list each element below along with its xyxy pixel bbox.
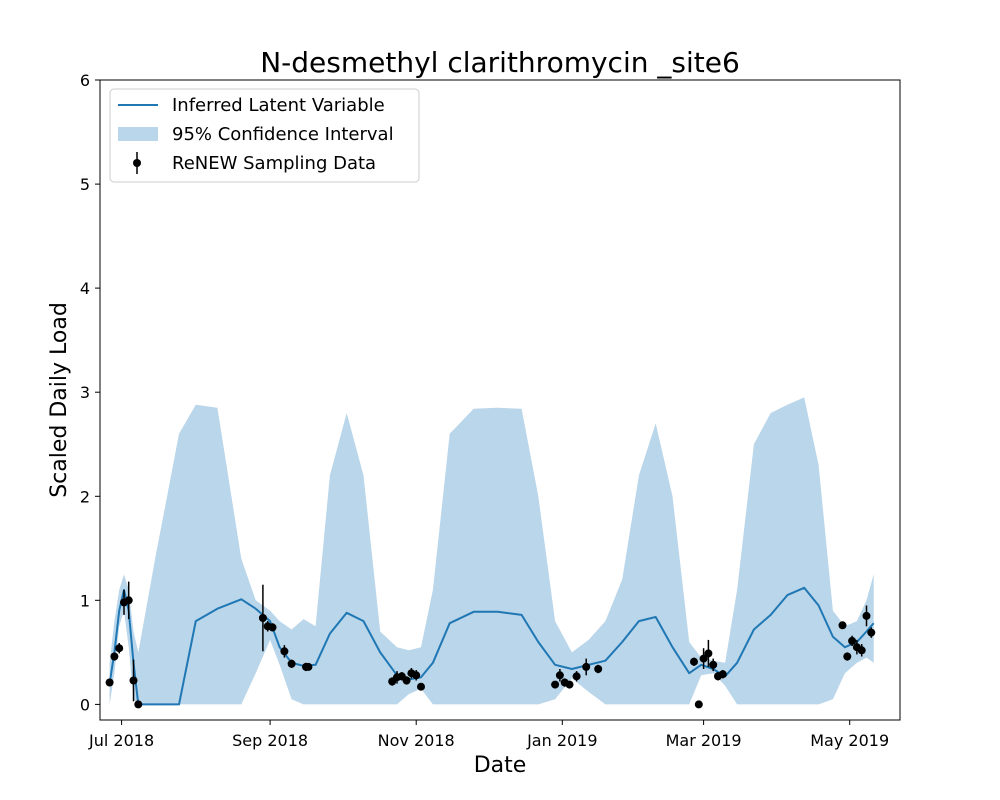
latent-variable-line bbox=[108, 586, 875, 706]
sampling-point bbox=[115, 644, 124, 653]
sampling-point bbox=[838, 621, 847, 630]
sampling-point bbox=[110, 652, 119, 661]
legend-entry-latent: Inferred Latent Variable bbox=[172, 95, 385, 116]
y-tick-label: 3 bbox=[80, 383, 90, 402]
x-tick-label: Sep 2018 bbox=[232, 731, 308, 750]
sampling-point bbox=[417, 682, 425, 691]
y-tick-label: 2 bbox=[80, 487, 90, 506]
sampling-point bbox=[555, 671, 564, 680]
sampling-point bbox=[699, 654, 708, 663]
sampling-point bbox=[105, 678, 114, 687]
legend-entry-sampling: ReNEW Sampling Data bbox=[172, 153, 376, 174]
x-tick-label: Nov 2018 bbox=[378, 731, 455, 750]
sampling-points-layer bbox=[105, 581, 876, 709]
legend-entry-confidence: 95% Confidence Interval bbox=[172, 124, 394, 145]
sampling-point bbox=[857, 646, 866, 655]
sampling-point bbox=[572, 672, 581, 681]
y-tick-label: 0 bbox=[80, 695, 90, 714]
x-axis-title: Date bbox=[474, 753, 527, 778]
x-tick-label: May 2019 bbox=[810, 731, 889, 750]
sampling-point bbox=[304, 662, 313, 671]
sampling-point bbox=[843, 652, 852, 661]
sampling-point bbox=[709, 660, 718, 669]
sampling-point bbox=[258, 614, 267, 622]
y-tick-label: 1 bbox=[80, 591, 90, 610]
x-tick-label: Jan 2019 bbox=[526, 731, 597, 750]
sampling-point bbox=[134, 700, 143, 709]
sampling-point bbox=[129, 676, 138, 685]
sampling-point bbox=[582, 662, 591, 671]
sampling-point bbox=[690, 657, 698, 666]
sampling-point bbox=[124, 596, 133, 605]
chart-title: N-desmethyl clarithromycin _site6 bbox=[260, 46, 740, 79]
x-tick-label: Mar 2019 bbox=[666, 731, 742, 750]
sampling-point bbox=[412, 671, 421, 680]
sampling-point bbox=[718, 670, 727, 679]
y-axis-title: Scaled Daily Load bbox=[47, 302, 72, 498]
y-tick-label: 5 bbox=[80, 175, 90, 194]
sampling-point bbox=[565, 680, 574, 689]
confidence-band-layer bbox=[109, 397, 874, 705]
legend-box bbox=[109, 88, 420, 183]
y-tick-label: 6 bbox=[80, 71, 90, 90]
y-axis: 0 1 2 3 4 5 6 bbox=[80, 71, 100, 714]
x-axis: Jul 2018 Sep 2018 Nov 2018 Jan 2019 Mar 2019… bbox=[88, 720, 889, 750]
sampling-point bbox=[280, 647, 289, 656]
sampling-point bbox=[848, 636, 857, 645]
sampling-point bbox=[287, 659, 296, 668]
plot-frame bbox=[99, 79, 901, 721]
legend: Inferred Latent Variable 95% Confidence … bbox=[109, 88, 420, 183]
sampling-point bbox=[862, 611, 871, 620]
sampling-point bbox=[551, 680, 560, 689]
y-tick-label: 4 bbox=[80, 279, 90, 298]
sampling-point bbox=[402, 676, 411, 685]
latent-line-layer bbox=[108, 586, 875, 706]
sampling-point bbox=[704, 649, 713, 658]
sampling-point bbox=[594, 665, 603, 673]
sampling-point bbox=[867, 628, 876, 637]
sampling-point bbox=[268, 623, 277, 632]
x-tick-label: Jul 2018 bbox=[88, 731, 154, 750]
legend-band-swatch bbox=[118, 127, 158, 141]
legend-point-swatch bbox=[133, 159, 141, 167]
sampling-point bbox=[694, 700, 703, 709]
confidence-band bbox=[109, 397, 874, 705]
